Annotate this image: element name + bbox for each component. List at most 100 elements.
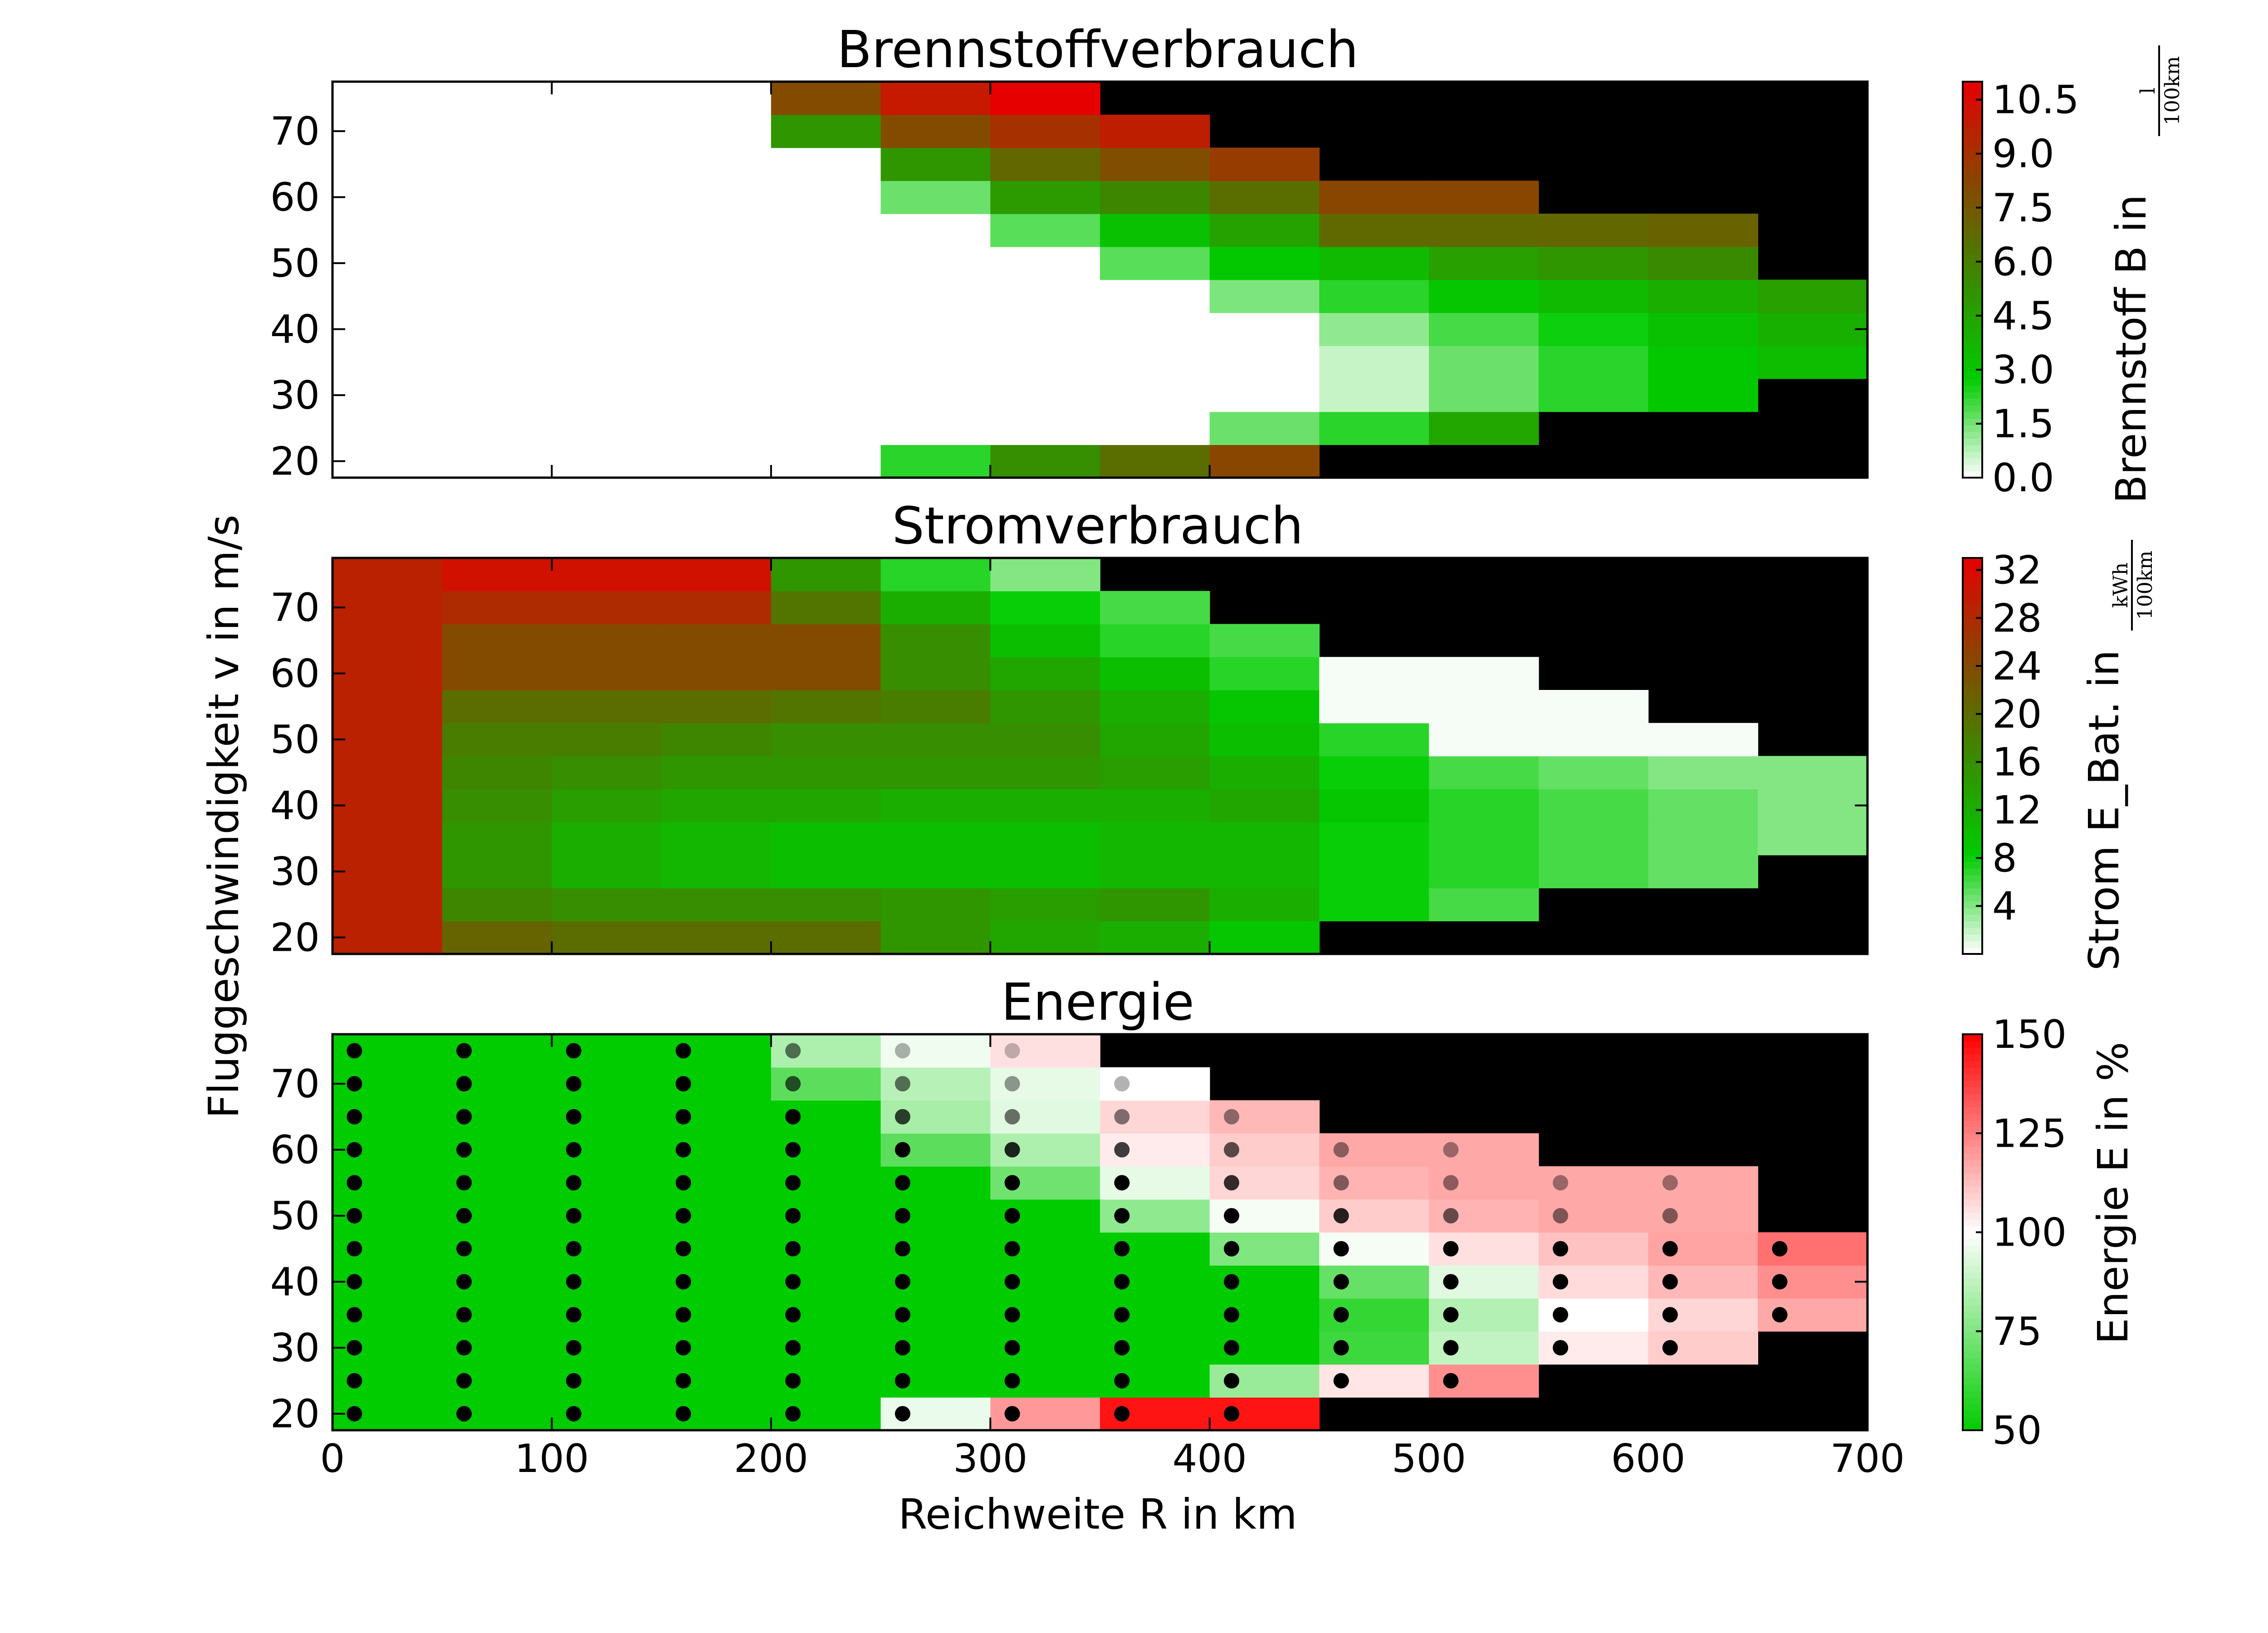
heatmap-cell	[1319, 214, 1429, 247]
colorbar-segment	[1963, 914, 1982, 922]
colorbar-segment	[1963, 286, 1982, 293]
colorbar-segment	[1963, 1100, 1982, 1108]
colorbar-segment	[1963, 558, 1982, 565]
heatmap-cell	[332, 346, 443, 379]
colorbar-segment	[1963, 1245, 1982, 1253]
heatmap-cell	[771, 445, 881, 478]
heatmap-cell	[1319, 246, 1429, 280]
colorbar-segment	[1963, 571, 1982, 578]
scatter-marker	[347, 1373, 362, 1389]
scatter-marker	[1114, 1307, 1130, 1323]
heatmap-cell	[1100, 279, 1210, 313]
colorbar-segment	[1963, 637, 1982, 645]
scatter-markers-energie	[347, 1043, 1788, 1422]
scatter-marker	[785, 1076, 801, 1092]
heatmap-cell	[1319, 690, 1429, 724]
heatmap-cell	[332, 147, 443, 181]
scatter-marker	[785, 1406, 801, 1422]
heatmap-cell	[880, 888, 991, 922]
scatter-marker	[1662, 1307, 1678, 1323]
heatmap-cell	[552, 378, 662, 412]
heatmap-cell	[442, 888, 552, 922]
scatter-marker	[1114, 1274, 1130, 1290]
colorbar-segment	[1963, 385, 1982, 392]
y-tick-label: 60	[270, 1128, 320, 1173]
heatmap-cell	[661, 657, 772, 690]
heatmap-cell	[990, 921, 1100, 954]
colorbar-segment	[1963, 194, 1982, 201]
scatter-marker	[785, 1241, 801, 1257]
scatter-marker	[456, 1274, 472, 1290]
scatter-marker	[347, 1406, 362, 1422]
panel-title-strom: Stromverbrauch	[892, 497, 1304, 556]
colorbar-segment	[1963, 617, 1982, 625]
heatmap-cell	[1100, 657, 1210, 690]
colorbar-segment	[1963, 279, 1982, 287]
colorbar-tick-label: 7.5	[1992, 186, 2054, 231]
colorbar-segment	[1963, 1120, 1982, 1127]
heatmap-cell	[1319, 888, 1429, 922]
scatter-marker	[456, 1043, 472, 1059]
heatmap-cell	[442, 657, 552, 690]
heatmap-cell	[442, 378, 552, 412]
scatter-marker	[1224, 1274, 1240, 1290]
scatter-marker	[456, 1208, 472, 1224]
heatmap-cell	[1100, 411, 1210, 445]
heatmap-cell	[1319, 279, 1429, 313]
x-tick-label: 600	[1611, 1436, 1685, 1481]
heatmap-cell	[1648, 855, 1759, 889]
scatter-marker	[347, 1109, 362, 1125]
heatmap-cell	[332, 313, 443, 346]
scatter-marker	[1224, 1373, 1240, 1389]
colorbar-segment	[1963, 1047, 1982, 1055]
heatmap-cell	[442, 82, 552, 115]
scatter-marker	[566, 1142, 582, 1158]
y-axis-label: Fluggeschwindigkeit v in m/s	[200, 514, 248, 1118]
heatmap-cell	[771, 181, 881, 214]
heatmap-cell	[552, 789, 662, 822]
heatmap-cell	[1100, 214, 1210, 247]
colorbar-tick-label: 150	[1992, 1012, 2067, 1057]
scatter-marker	[894, 1274, 910, 1290]
colorbar-segment	[1963, 200, 1982, 208]
colorbar-segment	[1963, 306, 1982, 313]
x-tick-label: 500	[1392, 1436, 1466, 1481]
colorbar-segment	[1963, 769, 1982, 777]
heatmap-cell	[1100, 789, 1210, 822]
heatmap-cell	[1209, 1100, 1320, 1134]
scatter-marker	[675, 1373, 691, 1389]
colorbar-segment	[1963, 1417, 1982, 1424]
scatter-marker	[566, 1043, 582, 1059]
heatmap-cell	[880, 624, 991, 658]
heatmap-cell	[771, 756, 881, 790]
colorbar-frame	[1962, 81, 1983, 479]
colorbar-segment	[1963, 141, 1982, 148]
colorbar-energie: 50 75 100 125 150	[1962, 1012, 2067, 1453]
heatmap-cell	[1429, 411, 1539, 445]
colorbar-segment	[1963, 934, 1982, 941]
heatmap-cells-strom	[332, 558, 1868, 954]
colorbar-segment	[1963, 676, 1982, 684]
heatmap-cell	[771, 313, 881, 346]
heatmap-cell	[1429, 888, 1539, 922]
scatter-marker	[1224, 1340, 1240, 1356]
heatmap-cell	[552, 723, 662, 757]
y-tick-label: 40	[270, 1260, 320, 1305]
colorbar-segment	[1963, 1265, 1982, 1272]
scatter-marker	[1004, 1406, 1020, 1422]
colorbar-segment	[1963, 88, 1982, 96]
heatmap-cell	[1319, 657, 1429, 690]
heatmap-cell	[661, 756, 772, 790]
heatmap-cell	[442, 624, 552, 658]
heatmap-cell	[880, 82, 991, 115]
scatter-marker	[1772, 1241, 1788, 1257]
colorbar-segment	[1963, 1093, 1982, 1101]
scatter-marker	[675, 1076, 691, 1092]
heatmap-cell	[332, 181, 443, 214]
heatmap-cell	[552, 82, 662, 115]
colorbar-segment	[1963, 1423, 1982, 1431]
heatmap-cell	[990, 181, 1100, 214]
heatmap-cell	[442, 279, 552, 313]
colorbar-segment	[1963, 1325, 1982, 1332]
scatter-marker	[675, 1406, 691, 1422]
